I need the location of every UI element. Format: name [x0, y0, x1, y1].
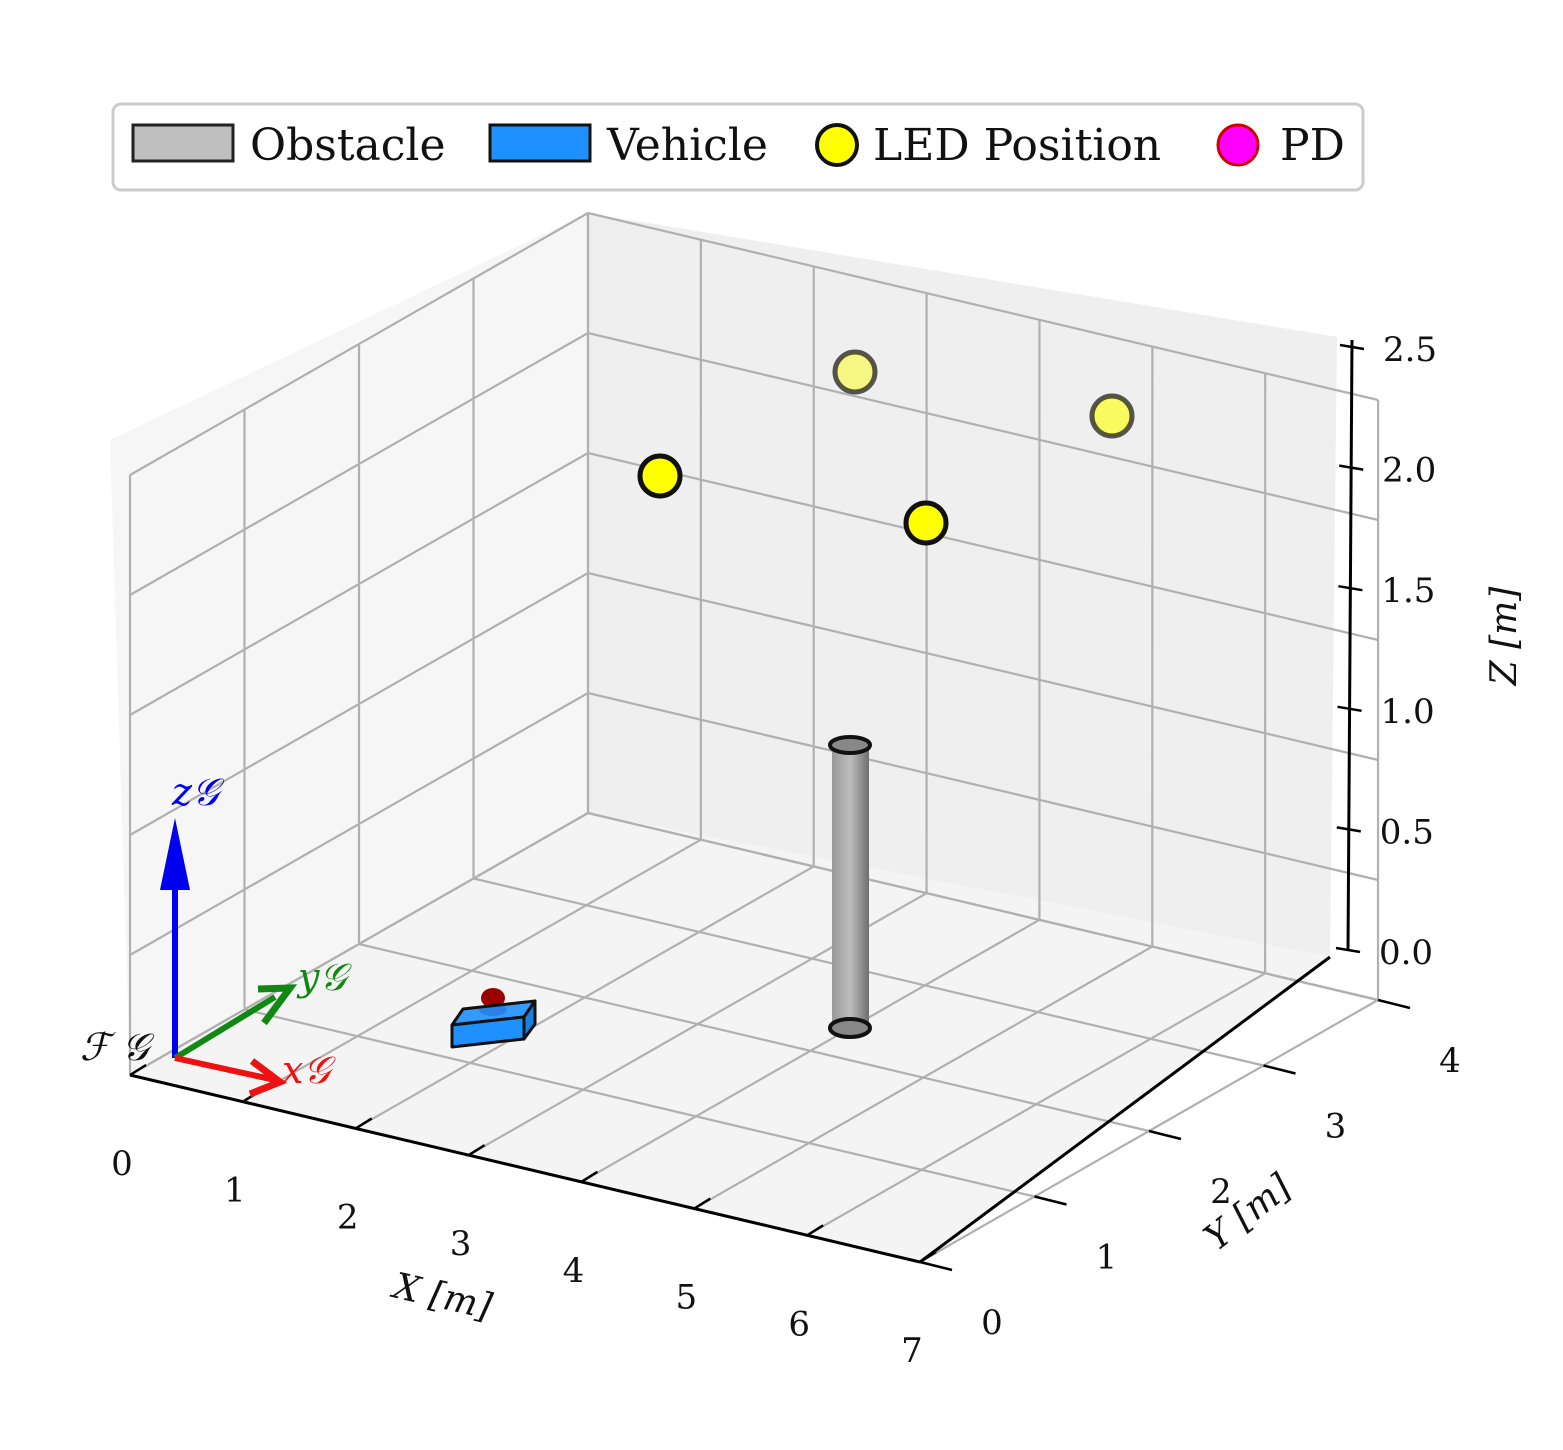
z-tick [1337, 705, 1362, 713]
y-tick [1148, 1129, 1182, 1141]
y-tick [1263, 1064, 1296, 1075]
x-axis-title: X [m] [387, 1265, 497, 1328]
x-tick [467, 1144, 486, 1157]
obstacle-top [828, 735, 872, 755]
led-marker [832, 349, 878, 395]
frame-x-label: x𝒢 [282, 1048, 336, 1092]
x-tick [355, 1117, 373, 1130]
x-tick-label: 3 [450, 1224, 472, 1264]
z-tick-label: 0.0 [1379, 933, 1433, 973]
left-grid-z [129, 332, 589, 596]
y-tick [1377, 998, 1411, 1010]
z-tick-label: 2.5 [1383, 330, 1437, 370]
x-tick [580, 1170, 599, 1183]
floor-grid-y [358, 942, 1150, 1133]
led-marker [637, 453, 683, 499]
vehicle-side [522, 999, 537, 1041]
frame-x-arrowhead-icon [248, 1058, 288, 1098]
back-grid-z [587, 571, 1379, 762]
obstacle-cylinder [828, 735, 872, 1039]
frame-x-arrow [174, 1055, 276, 1083]
y-tick-label: 0 [981, 1303, 1003, 1343]
x-tick-label: 6 [788, 1304, 810, 1344]
z-tick-label: 1.5 [1381, 571, 1435, 611]
x-tick [806, 1224, 824, 1237]
left-grid-z [129, 812, 589, 1076]
vehicle-box [450, 999, 537, 1049]
left-grid-z [129, 692, 589, 956]
y-tick-label: 3 [1325, 1107, 1347, 1147]
x-tick-label: 7 [901, 1331, 923, 1371]
left-grid-z [129, 572, 589, 836]
frame-axes: z𝒢 y𝒢 x𝒢 ℱ 𝒢 [80, 770, 352, 1098]
y-tick-label: 2 [1210, 1172, 1232, 1212]
obstacle-bottom [828, 1017, 872, 1039]
z-tick [1336, 826, 1362, 833]
legend-led-marker-icon [815, 123, 859, 167]
legend-vehicle-swatch [488, 123, 592, 163]
y-tick [919, 1260, 953, 1272]
led-marker [903, 500, 949, 546]
back-grid-z [587, 211, 1379, 402]
x-tick-label: 1 [224, 1171, 246, 1211]
ticks: 0 1 2 3 4 5 6 7 0 1 2 3 4 0.0 0.5 1.0 1.5 2.0 2.5 [111, 330, 1461, 1371]
z-tick [1339, 343, 1365, 351]
axis-lines [129, 339, 1354, 1264]
z-tick-label: 2.0 [1382, 451, 1436, 491]
z-tick [1338, 584, 1363, 592]
x-tick-label: 4 [563, 1251, 585, 1291]
legend-box [111, 102, 1365, 192]
gridlines [128, 211, 1380, 1264]
legend-pd-label: PD [1280, 120, 1345, 171]
x-tick-label: 0 [111, 1144, 133, 1184]
back-pane [588, 213, 1337, 957]
z-axis-title: Z [m] [1484, 586, 1525, 687]
back-grid-z [587, 811, 1379, 1002]
led-marker [1089, 393, 1135, 439]
legend-pd-marker-icon [1216, 123, 1260, 167]
frame-z-label: z𝒢 [171, 770, 225, 814]
y-tick-label: 4 [1439, 1041, 1461, 1081]
back-grid-z [587, 451, 1379, 642]
legend-obstacle-swatch [131, 123, 235, 163]
y-axis-line [919, 955, 1331, 1264]
left-pane [110, 213, 588, 1075]
frame-y-arrow [173, 994, 277, 1061]
obstacle-body [832, 745, 869, 1028]
floor-grid-y [244, 1008, 1035, 1198]
left-grid-z [129, 452, 589, 716]
z-tick [1338, 464, 1364, 471]
y-tick-label: 1 [1096, 1238, 1118, 1278]
z-tick-label: 1.0 [1381, 692, 1435, 732]
z-tick [1335, 946, 1361, 954]
x-tick [919, 1250, 937, 1264]
led-markers [637, 349, 1135, 546]
frame-y-arrowhead-icon [257, 984, 298, 1026]
frame-y-label: y𝒢 [296, 955, 352, 999]
legend: Obstacle Vehicle LED Position PD [111, 102, 1365, 192]
back-grid-z [587, 331, 1379, 522]
x-tick-label: 2 [337, 1197, 359, 1237]
z-tick-label: 0.5 [1380, 812, 1434, 852]
legend-vehicle-label: Vehicle [606, 120, 768, 171]
back-grid-z [587, 691, 1379, 882]
frame-z-arrowhead-icon [160, 818, 190, 890]
x-tick [693, 1197, 711, 1210]
x-tick-label: 5 [675, 1278, 697, 1318]
y-tick [1034, 1195, 1067, 1206]
x-tick [129, 1063, 147, 1077]
z-axis-line [1346, 339, 1354, 951]
legend-led-label: LED Position [873, 120, 1161, 171]
left-grid-z [129, 212, 589, 476]
frame-label: ℱ 𝒢 [80, 1025, 155, 1069]
x-axis-line [129, 1073, 921, 1264]
legend-obstacle-label: Obstacle [250, 120, 446, 171]
